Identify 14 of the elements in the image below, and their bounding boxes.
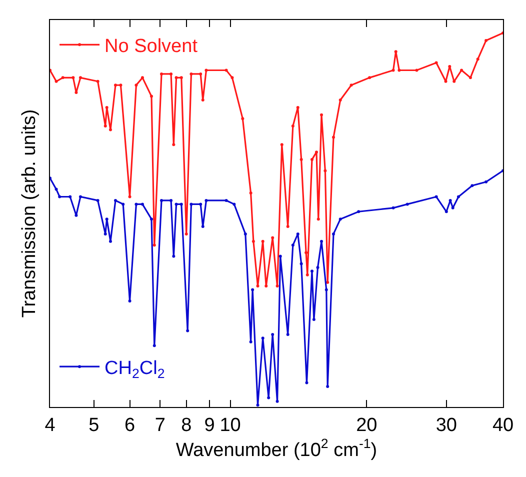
- x-tick-label: 9: [204, 414, 215, 436]
- x-tick-label: 7: [154, 414, 166, 436]
- legend-label: CH$_{2}$Cl$_{2}$: [104, 358, 165, 381]
- legend-label: No Solvent: [104, 36, 198, 58]
- x-axis-title: Wavenumber (10$^{2}$ cm$^{-1}$): [176, 436, 378, 461]
- y-axis-title: Transmission (arb. units): [18, 109, 40, 318]
- x-tick-label: 5: [88, 414, 100, 436]
- x-tick-label: 4: [44, 414, 56, 436]
- x-tick-label: 10: [220, 414, 241, 436]
- x-tick-label: 6: [124, 414, 136, 436]
- x-tick-label: 30: [436, 414, 457, 436]
- x-tick-label: 40: [492, 414, 514, 436]
- x-tick-label: 20: [356, 414, 378, 436]
- x-tick-label: 8: [181, 414, 192, 436]
